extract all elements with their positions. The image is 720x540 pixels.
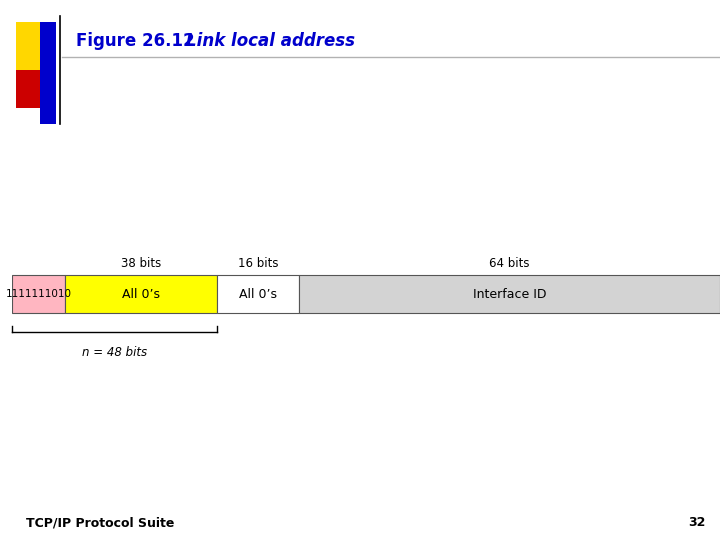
- FancyBboxPatch shape: [16, 22, 55, 70]
- Text: 1111111010: 1111111010: [6, 289, 71, 299]
- Text: 64 bits: 64 bits: [489, 257, 530, 270]
- FancyBboxPatch shape: [16, 70, 44, 108]
- Text: n = 48 bits: n = 48 bits: [82, 346, 148, 359]
- Text: TCP/IP Protocol Suite: TCP/IP Protocol Suite: [26, 516, 175, 529]
- Text: Link local address: Link local address: [186, 31, 354, 50]
- Text: 16 bits: 16 bits: [238, 257, 279, 270]
- FancyBboxPatch shape: [40, 22, 56, 124]
- FancyBboxPatch shape: [12, 275, 66, 313]
- FancyBboxPatch shape: [217, 275, 299, 313]
- FancyBboxPatch shape: [299, 275, 720, 313]
- Text: Figure 26.12: Figure 26.12: [76, 31, 194, 50]
- Text: 32: 32: [688, 516, 706, 529]
- Text: 38 bits: 38 bits: [121, 257, 161, 270]
- Text: All 0’s: All 0’s: [239, 288, 277, 301]
- FancyBboxPatch shape: [66, 275, 217, 313]
- Text: Interface ID: Interface ID: [472, 288, 546, 301]
- Text: All 0’s: All 0’s: [122, 288, 161, 301]
